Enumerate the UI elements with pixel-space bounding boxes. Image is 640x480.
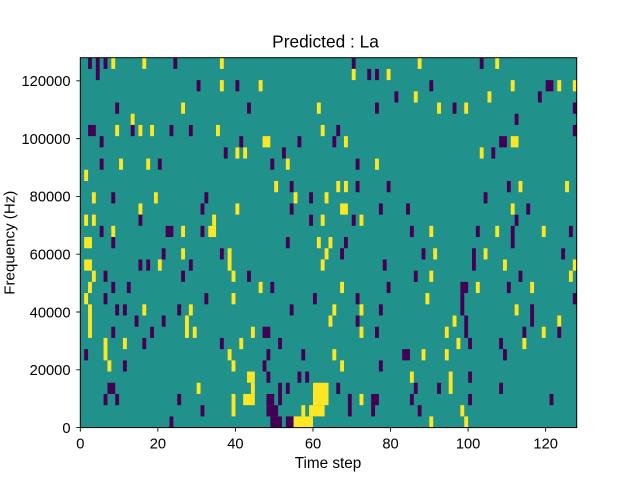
- svg-text:0: 0: [62, 421, 70, 437]
- svg-text:80: 80: [382, 437, 398, 453]
- svg-text:40: 40: [227, 437, 243, 453]
- svg-text:Predicted : La: Predicted : La: [272, 32, 379, 52]
- svg-text:80000: 80000: [30, 190, 71, 206]
- svg-text:0: 0: [76, 437, 84, 453]
- svg-text:Time step: Time step: [295, 455, 362, 472]
- svg-text:120: 120: [533, 437, 558, 453]
- svg-text:100000: 100000: [21, 132, 70, 148]
- svg-text:40000: 40000: [30, 305, 71, 321]
- svg-text:100: 100: [456, 437, 481, 453]
- svg-text:60: 60: [305, 437, 321, 453]
- svg-text:20: 20: [150, 437, 166, 453]
- svg-text:Frequency (Hz): Frequency (Hz): [2, 191, 19, 295]
- svg-text:120000: 120000: [21, 74, 70, 90]
- svg-text:60000: 60000: [30, 248, 71, 264]
- svg-text:20000: 20000: [30, 363, 71, 379]
